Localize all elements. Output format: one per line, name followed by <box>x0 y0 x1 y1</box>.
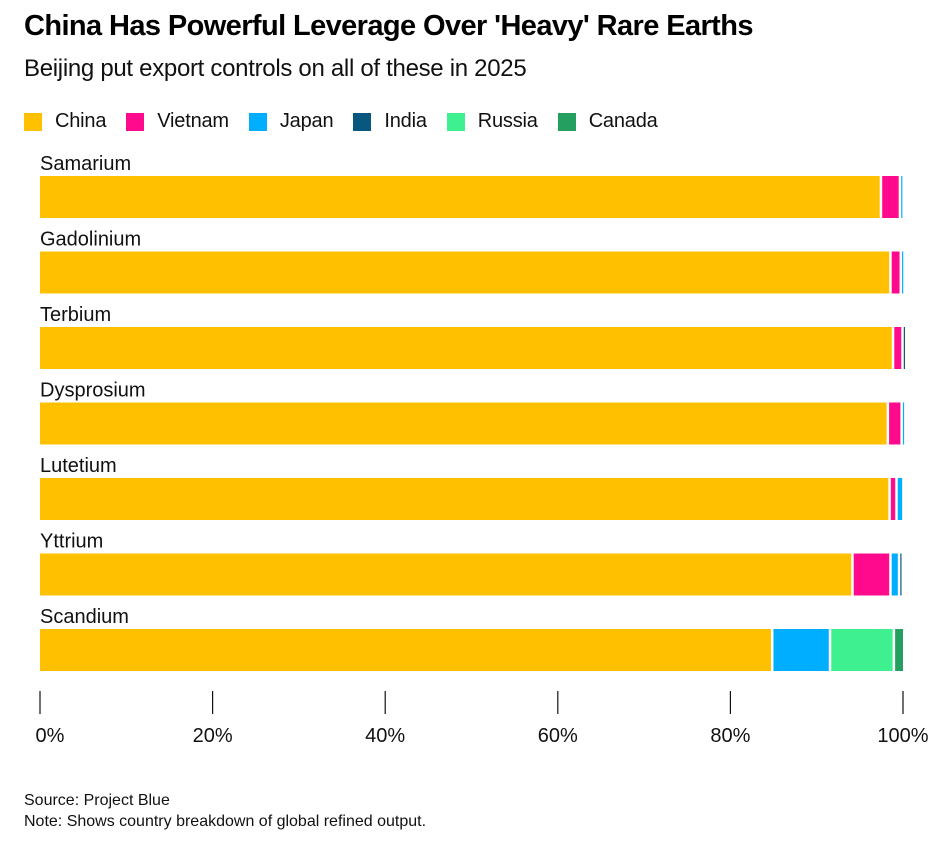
bar-segment-vietnam <box>853 553 890 596</box>
legend-item-russia: Russia <box>446 110 538 133</box>
bar-segment-japan <box>901 176 903 218</box>
footer: Source: Project Blue Note: Shows country… <box>24 790 426 832</box>
legend-item-canada: Canada <box>557 110 658 133</box>
bar-row-dysprosium: Dysprosium <box>40 380 905 445</box>
x-tick-label: 60% <box>538 725 578 747</box>
x-tick-label: 40% <box>365 725 405 747</box>
legend-item-china: China <box>24 110 106 133</box>
bar-row-yttrium: Yttrium <box>40 531 902 596</box>
bar-segment-japan <box>902 251 904 294</box>
bar-segment-china <box>40 251 890 294</box>
bar-segment-china <box>40 629 771 671</box>
bar-segment-india <box>900 553 902 596</box>
legend-label: Russia <box>477 110 538 132</box>
bar-segment-china <box>40 176 880 218</box>
chart-subtitle: Beijing put export controls on all of th… <box>24 55 527 82</box>
legend-label: China <box>55 110 107 132</box>
bar-segment-china <box>40 478 889 520</box>
bar-segment-japan <box>891 553 898 596</box>
bar-segment-vietnam <box>894 327 902 369</box>
legend-swatch-japan <box>248 112 267 131</box>
x-tick-label: 100% <box>877 725 928 747</box>
bar-segment-china <box>40 553 852 596</box>
bar-segment-vietnam <box>889 402 901 445</box>
legend: China Vietnam Japan India Russia Canada <box>24 110 678 133</box>
bar-row-scandium: Scandium <box>40 606 903 671</box>
legend-item-japan: Japan <box>248 110 334 133</box>
bar-segment-japan <box>773 629 829 671</box>
legend-swatch-india <box>353 112 372 131</box>
legend-swatch-russia <box>446 112 465 131</box>
x-tick-label: 20% <box>193 725 233 747</box>
category-label: Dysprosium <box>40 380 146 402</box>
bar-row-samarium: Samarium <box>40 153 903 218</box>
bar-segment-japan <box>897 478 903 520</box>
category-label: Samarium <box>40 153 131 175</box>
legend-label: India <box>384 110 427 132</box>
legend-swatch-canada <box>557 112 576 131</box>
bar-segment-india <box>903 327 905 369</box>
x-axis: 0% 20% 40% 60% 80% 100% <box>36 691 929 747</box>
legend-swatch-china <box>24 112 42 131</box>
legend-swatch-vietnam <box>126 112 145 131</box>
legend-item-vietnam: Vietnam <box>126 110 229 133</box>
x-tick-label: 0% <box>36 725 65 747</box>
bar-row-lutetium: Lutetium <box>40 455 903 520</box>
bar-segment-japan <box>902 402 905 445</box>
bars-group: Samarium Gadolinium Terbium Dysprosium Lutet… <box>40 153 905 671</box>
bar-segment-vietnam <box>882 176 899 218</box>
chart-note: Note: Shows country breakdown of global … <box>24 813 427 830</box>
source-note: Source: Project Blue <box>24 792 170 809</box>
bar-segment-canada <box>895 629 903 671</box>
legend-label: Canada <box>588 110 658 132</box>
bar-segment-vietnam <box>890 478 896 520</box>
legend-label: Japan <box>279 110 334 132</box>
category-label: Lutetium <box>40 455 117 477</box>
category-label: Gadolinium <box>40 229 141 251</box>
category-label: Terbium <box>40 304 111 326</box>
legend-item-india: India <box>353 110 427 133</box>
legend-label: Vietnam <box>157 110 229 132</box>
category-label: Scandium <box>40 606 129 628</box>
bar-segment-russia <box>831 629 893 671</box>
bar-segment-vietnam <box>891 251 900 294</box>
bar-segment-china <box>40 327 892 369</box>
x-tick-label: 80% <box>710 725 750 747</box>
chart-title: China Has Powerful Leverage Over 'Heavy'… <box>24 10 753 42</box>
bar-row-gadolinium: Gadolinium <box>40 229 904 294</box>
bar-row-terbium: Terbium <box>40 304 905 369</box>
category-label: Yttrium <box>40 531 103 553</box>
bar-segment-china <box>40 402 887 445</box>
